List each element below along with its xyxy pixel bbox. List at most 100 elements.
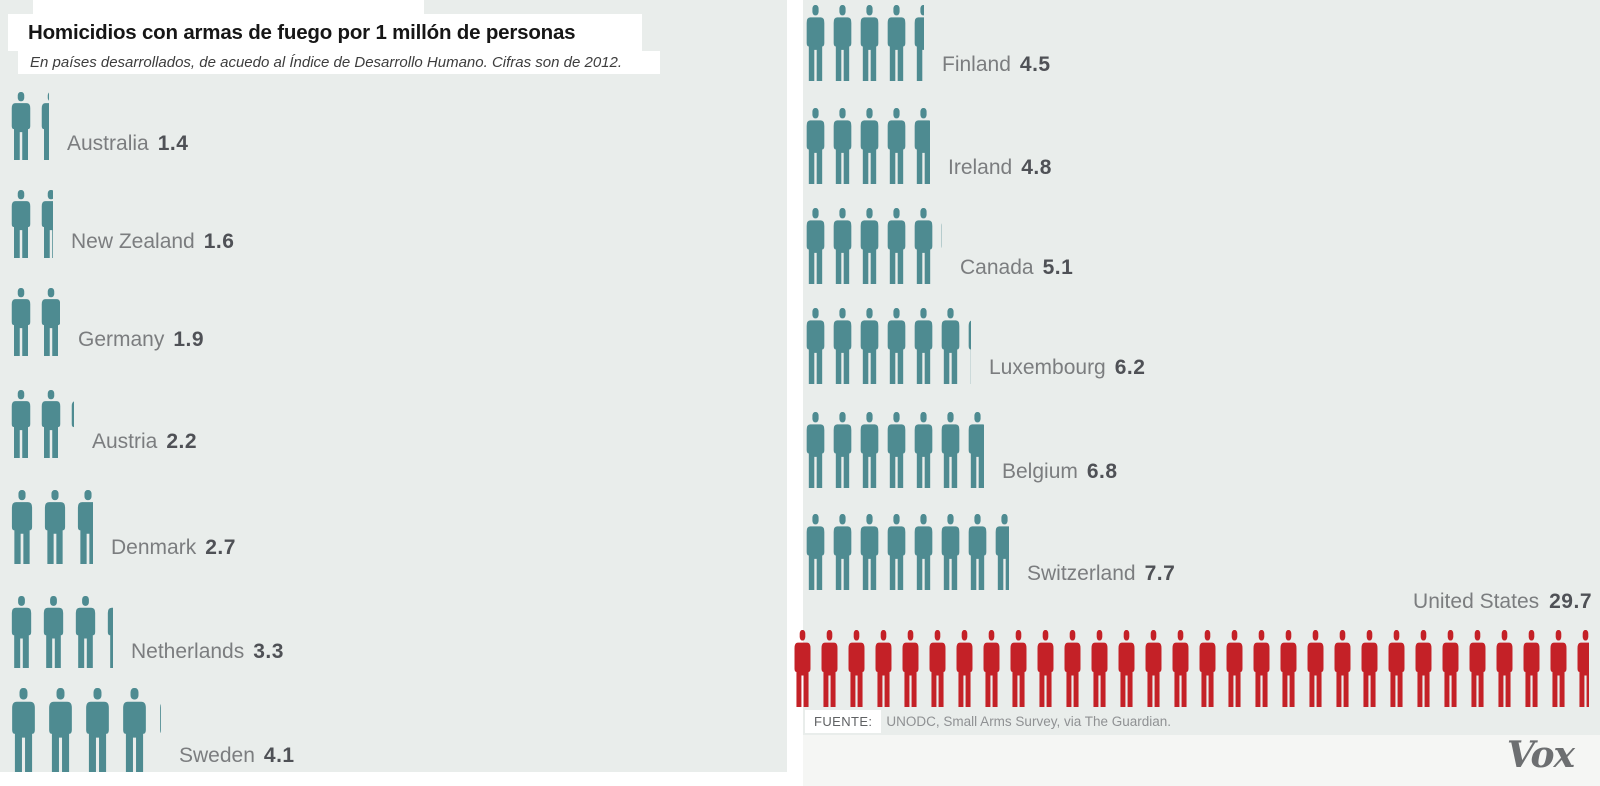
country-value: 2.7 [205, 536, 236, 559]
person-icon [913, 208, 934, 284]
icon-strip [10, 688, 161, 772]
person-icon [847, 630, 866, 707]
pictogram-row [793, 630, 1589, 707]
country-value: 1.4 [157, 132, 189, 155]
footer-band [803, 735, 1600, 786]
person-icon [859, 108, 880, 184]
person-icon [10, 92, 32, 160]
person-icon [913, 412, 934, 488]
country-label: Netherlands 3.3 [131, 640, 284, 664]
person-icon [47, 688, 74, 772]
pictogram-row: Switzerland 7.7 [805, 514, 1175, 590]
country-value: 4.1 [263, 744, 295, 767]
person-icon [940, 308, 961, 384]
country-value: 1.6 [203, 230, 235, 253]
country-value: 4.8 [1021, 156, 1052, 179]
icon-strip [793, 630, 1589, 707]
person-icon [886, 514, 907, 590]
icon-strip [10, 596, 113, 668]
left-panel: Homicidios con armas de fuego por 1 mill… [0, 0, 787, 786]
person-icon [886, 5, 907, 81]
country-name: Switzerland [1027, 562, 1136, 585]
person-icon [859, 5, 880, 81]
country-name: Ireland [948, 156, 1013, 179]
pictogram-row: Sweden 4.1 [10, 688, 295, 772]
person-icon [10, 288, 32, 356]
person-icon [967, 514, 988, 590]
person-icon [1333, 630, 1352, 707]
icon-strip [10, 190, 53, 258]
person-partial-icon [940, 208, 942, 284]
country-value: 7.7 [1144, 562, 1176, 585]
right-panel: Finland 4.5 Ireland 4.8 Canada 5.1 Luxembourg 6… [794, 0, 1600, 786]
country-value: 2.2 [166, 430, 198, 453]
pictogram-row: Belgium 6.8 [805, 412, 1118, 488]
top-highlight-strip [33, 0, 424, 16]
country-label: Austria 2.2 [92, 430, 197, 454]
country-value: 1.9 [173, 328, 205, 351]
person-icon [1063, 630, 1082, 707]
person-icon [10, 688, 37, 772]
person-icon [1144, 630, 1163, 707]
person-icon [1009, 630, 1028, 707]
person-partial-icon [1576, 630, 1589, 707]
person-icon [805, 412, 826, 488]
country-name: Denmark [111, 536, 197, 559]
icon-strip [805, 308, 971, 384]
source-line: FUENTE: UNODC, Small Arms Survey, via Th… [805, 710, 1171, 733]
country-label: Sweden 4.1 [179, 744, 295, 768]
country-name: Australia [67, 132, 149, 155]
person-partial-icon [967, 308, 971, 384]
person-icon [1549, 630, 1568, 707]
country-label: Canada 5.1 [960, 256, 1073, 280]
person-partial-icon [40, 190, 53, 258]
pictogram-row: Germany 1.9 [10, 288, 204, 356]
person-icon [74, 596, 97, 668]
country-name: New Zealand [71, 230, 195, 253]
country-label: Germany 1.9 [78, 328, 204, 352]
person-icon [805, 514, 826, 590]
person-icon [859, 514, 880, 590]
person-icon [832, 108, 853, 184]
person-icon [1360, 630, 1379, 707]
subtitle-box: En países desarrollados, de acuedo al Ín… [18, 51, 660, 74]
country-label: Denmark 2.7 [111, 536, 236, 560]
person-icon [874, 630, 893, 707]
country-label: Belgium 6.8 [1002, 460, 1118, 484]
country-value: 29.7 [1549, 590, 1592, 613]
country-name: Luxembourg [989, 356, 1106, 379]
person-icon [886, 108, 907, 184]
person-icon [913, 514, 934, 590]
person-partial-icon [913, 108, 930, 184]
icon-strip [805, 412, 984, 488]
person-icon [10, 190, 32, 258]
person-icon [1090, 630, 1109, 707]
icon-strip [10, 92, 49, 160]
person-icon [820, 630, 839, 707]
person-icon [84, 688, 111, 772]
icon-strip [805, 5, 924, 81]
us-country-label: United States 29.7 [1413, 590, 1592, 614]
person-partial-icon [913, 5, 924, 81]
person-icon [1387, 630, 1406, 707]
person-icon [1468, 630, 1487, 707]
country-label: New Zealand 1.6 [71, 230, 234, 254]
icon-strip [805, 208, 942, 284]
person-icon [10, 596, 33, 668]
country-name: Canada [960, 256, 1034, 279]
country-label: Luxembourg 6.2 [989, 356, 1145, 380]
person-icon [859, 412, 880, 488]
icon-strip [10, 490, 93, 564]
person-icon [859, 308, 880, 384]
person-icon [40, 390, 62, 458]
person-icon [928, 630, 947, 707]
country-name: Finland [942, 53, 1011, 76]
person-icon [901, 630, 920, 707]
person-partial-icon [994, 514, 1009, 590]
person-partial-icon [40, 288, 60, 356]
person-icon [886, 308, 907, 384]
person-icon [913, 308, 934, 384]
person-icon [1198, 630, 1217, 707]
person-partial-icon [40, 92, 49, 160]
